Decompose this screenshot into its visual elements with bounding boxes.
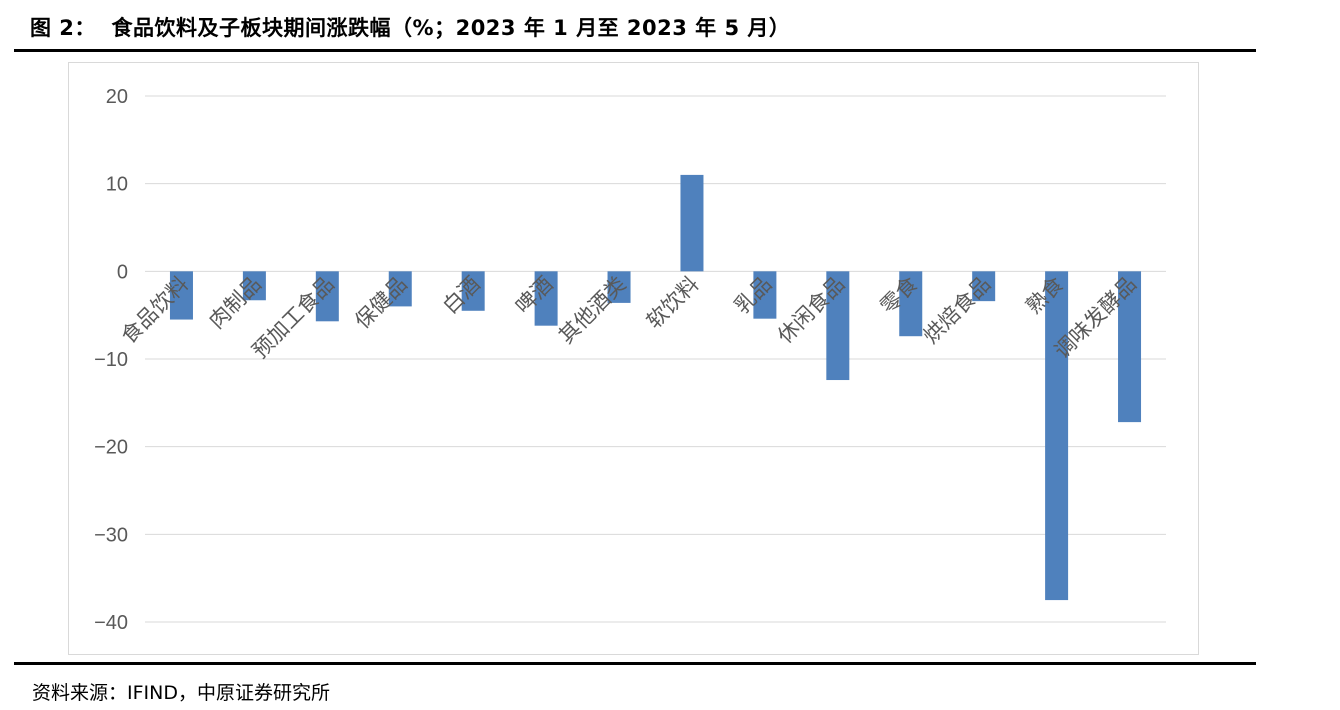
source-note: 资料来源：IFIND，中原证券研究所 bbox=[32, 682, 330, 704]
y-tick-label: 20 bbox=[106, 86, 128, 108]
y-tick-label: 0 bbox=[117, 261, 128, 283]
figure-title: 图 2： 食品饮料及子板块期间涨跌幅（%；2023 年 1 月至 2023 年 … bbox=[30, 16, 791, 40]
bar bbox=[315, 271, 339, 322]
category-label: 烘焙食品 bbox=[919, 272, 995, 348]
bar bbox=[388, 271, 412, 307]
source-rule bbox=[14, 662, 1256, 665]
bar bbox=[242, 271, 266, 301]
category-label: 软饮料 bbox=[642, 272, 704, 334]
chart-area bbox=[68, 62, 1199, 655]
bar bbox=[534, 271, 558, 326]
bar bbox=[169, 271, 193, 320]
y-tick-label: −30 bbox=[94, 524, 128, 546]
category-label: 其他酒类 bbox=[554, 272, 630, 348]
bar bbox=[972, 271, 996, 302]
y-tick-label: −10 bbox=[94, 349, 128, 371]
bar bbox=[1045, 271, 1069, 601]
category-label: 肉制品 bbox=[204, 272, 266, 334]
bar bbox=[1118, 271, 1142, 423]
bar bbox=[753, 271, 777, 319]
bar bbox=[826, 271, 850, 381]
bar bbox=[461, 271, 485, 311]
bar bbox=[607, 271, 631, 303]
y-tick-label: 10 bbox=[106, 174, 128, 196]
bar bbox=[899, 271, 923, 337]
bar bbox=[680, 174, 704, 272]
y-tick-label: −20 bbox=[94, 437, 128, 459]
title-rule bbox=[14, 49, 1256, 52]
y-tick-label: −40 bbox=[94, 612, 128, 634]
